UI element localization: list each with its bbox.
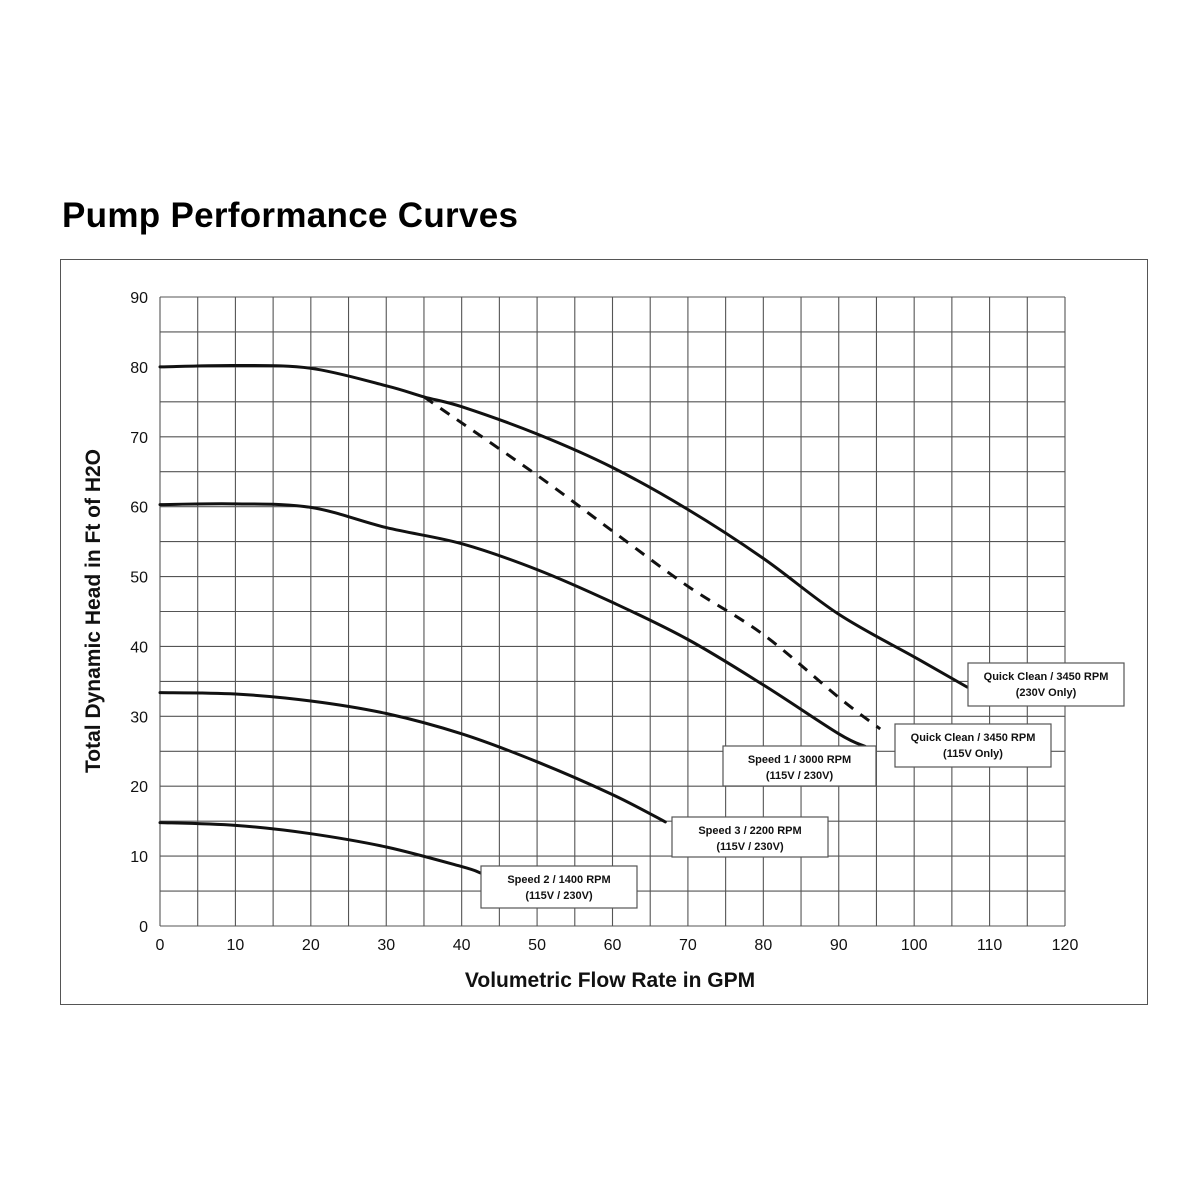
callout-speed-2: Speed 2 / 1400 RPM (115V / 230V) — [480, 865, 638, 909]
y-tick-label: 50 — [130, 570, 148, 587]
callout-line-1: Quick Clean / 3450 RPM — [984, 671, 1109, 683]
x-tick-label: 50 — [528, 937, 546, 954]
callout-line-2: (115V / 230V) — [525, 890, 593, 902]
callout-line-2: (115V Only) — [943, 748, 1003, 760]
callout-line-2: (115V / 230V) — [716, 841, 784, 853]
series-lines — [158, 363, 969, 875]
y-axis-label: Total Dynamic Head in Ft of H2O — [82, 449, 105, 773]
x-tick-label: 110 — [977, 937, 1003, 954]
chart-frame — [60, 259, 1148, 1005]
x-axis-label: Volumetric Flow Rate in GPM — [465, 969, 755, 992]
callout-box — [894, 723, 1052, 768]
series-line-quick-clean-230v — [158, 363, 969, 689]
series-line-speed-2 — [158, 821, 482, 875]
x-tick-label: 60 — [604, 937, 622, 954]
y-tick-label: 70 — [130, 430, 148, 447]
x-tick-label: 10 — [227, 937, 245, 954]
grid — [159, 296, 1066, 927]
x-tick-label: 120 — [1052, 937, 1079, 954]
callout-box — [671, 816, 829, 858]
callout-quick-clean-230v: Quick Clean / 3450 RPM (230V Only) — [967, 662, 1125, 707]
y-tick-label: 90 — [130, 290, 148, 307]
callout-line-1: Speed 3 / 2200 RPM — [698, 825, 801, 837]
x-tick-label: 30 — [377, 937, 395, 954]
x-tick-label: 40 — [453, 937, 471, 954]
chart-title: Pump Performance Curves — [62, 196, 519, 235]
callout-line-1: Speed 2 / 1400 RPM — [507, 874, 610, 886]
callout-speed-3: Speed 3 / 2200 RPM (115V / 230V) — [671, 816, 829, 858]
y-tick-label: 10 — [130, 849, 148, 866]
callout-line-1: Speed 1 / 3000 RPM — [748, 754, 851, 766]
callout-speed-1: Speed 1 / 3000 RPM (115V / 230V) — [722, 745, 877, 787]
series-line-speed-3 — [158, 691, 667, 824]
y-tick-label: 60 — [130, 500, 148, 517]
callout-box — [480, 865, 638, 909]
tick-labels: 0 10 20 30 40 50 60 70 80 90 100 110 120 0 10 20 30 40 50 6… — [130, 290, 1078, 954]
callout-line-1: Quick Clean / 3450 RPM — [911, 732, 1036, 744]
x-tick-label: 70 — [679, 937, 697, 954]
y-tick-label: 20 — [130, 779, 148, 796]
y-tick-label: 80 — [130, 360, 148, 377]
x-tick-label: 80 — [754, 937, 772, 954]
curve-callouts: Quick Clean / 3450 RPM(230V Only)Quick C… — [480, 662, 1125, 909]
series-line-speed-1 — [158, 502, 867, 748]
y-tick-label: 0 — [139, 919, 148, 936]
series-line-quick-clean-115v — [423, 395, 882, 731]
callout-line-2: (230V Only) — [1016, 687, 1077, 699]
callout-box — [967, 662, 1125, 707]
callout-box — [722, 745, 877, 787]
x-tick-label: 20 — [302, 937, 320, 954]
callout-quick-clean-115v: Quick Clean / 3450 RPM (115V Only) — [894, 723, 1052, 768]
y-tick-label: 40 — [130, 639, 148, 656]
x-tick-label: 90 — [830, 937, 848, 954]
y-tick-label: 30 — [130, 709, 148, 726]
x-tick-label: 0 — [156, 937, 165, 954]
x-tick-label: 100 — [901, 937, 928, 954]
callout-line-2: (115V / 230V) — [766, 770, 834, 782]
